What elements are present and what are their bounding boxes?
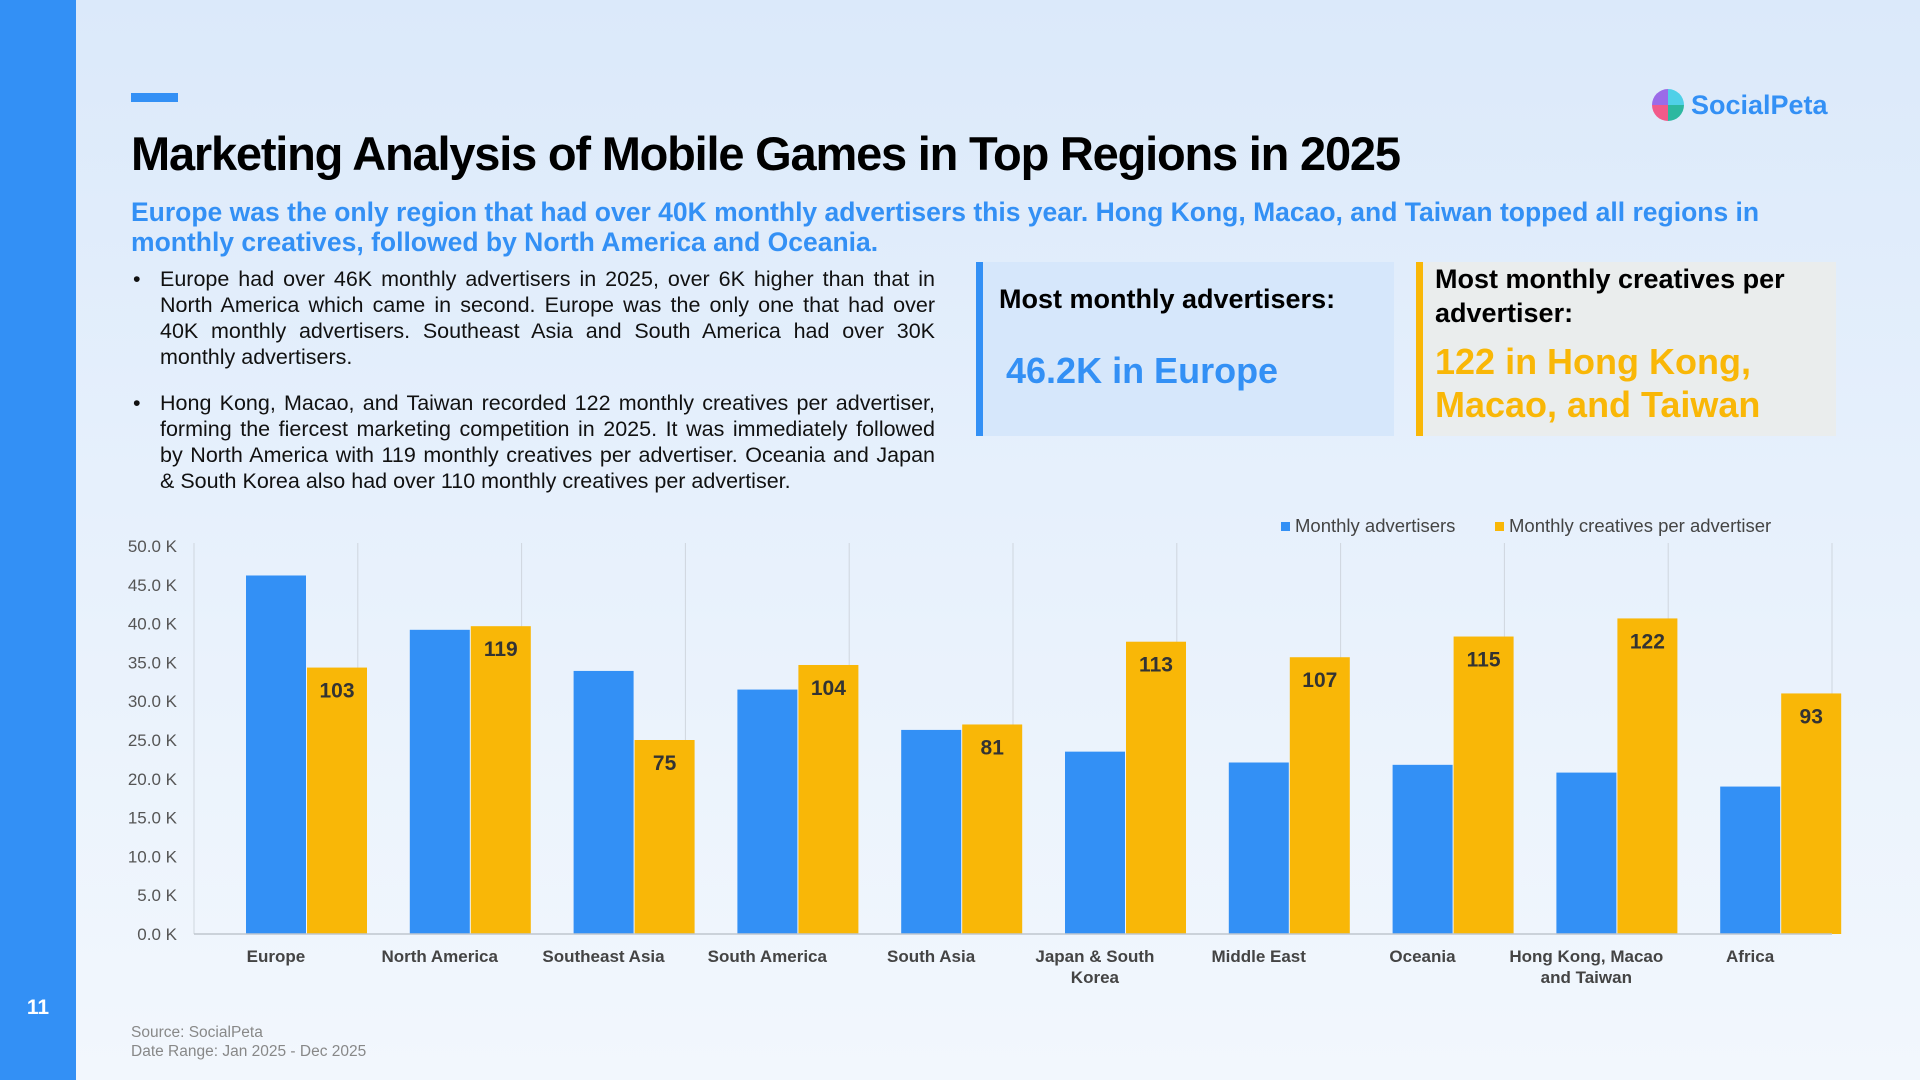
creatives-bar	[1126, 641, 1186, 934]
creatives-data-label: 115	[1467, 649, 1501, 672]
creatives-bar	[962, 724, 1023, 934]
advertisers-highlight-card: Most monthly advertisers: 46.2K in Europ…	[976, 262, 1394, 436]
x-category-label: North America	[381, 947, 498, 966]
y-tick-label: 45.0 K	[128, 576, 178, 595]
y-tick-label: 5.0 K	[137, 886, 177, 905]
advertisers-bar	[737, 689, 798, 934]
advertisers-bar	[246, 575, 306, 934]
advertisers-card-value: 46.2K in Europe	[1006, 350, 1279, 391]
y-tick-label: 25.0 K	[128, 731, 178, 750]
left-sidebar	[0, 0, 76, 1080]
y-tick-label: 30.0 K	[128, 692, 178, 711]
source-note: Source: SocialPeta Date Range: Jan 2025 …	[131, 1023, 366, 1061]
brand-logo: SocialPeta	[1651, 88, 1828, 122]
legend-swatch-creatives	[1495, 522, 1504, 531]
brand-name: SocialPeta	[1691, 89, 1828, 120]
title-accent-bar	[131, 93, 178, 102]
legend-swatch-advertisers	[1281, 522, 1290, 531]
creatives-data-label: 93	[1800, 705, 1823, 728]
x-category-label: Oceania	[1389, 947, 1456, 966]
y-tick-label: 0.0 K	[137, 925, 177, 944]
legend-label-advertisers: Monthly advertisers	[1295, 515, 1455, 536]
creatives-highlight-card: Most monthly creatives per advertiser: 1…	[1416, 262, 1836, 436]
advertisers-bar	[901, 729, 962, 934]
advertisers-bar	[1556, 772, 1617, 934]
creatives-card-value: 122 in Hong Kong, Macao, and Taiwan	[1435, 341, 1761, 425]
socialpeta-logo-icon	[1652, 89, 1684, 121]
x-category-label: Southeast Asia	[542, 947, 665, 966]
x-category-label: Middle East	[1211, 947, 1306, 966]
creatives-data-label: 103	[319, 680, 354, 703]
source-line: Source: SocialPeta	[131, 1024, 263, 1041]
x-category-label: and Taiwan	[1541, 968, 1632, 987]
bullet-item: Europe had over 46K monthly advertisers …	[131, 266, 935, 370]
creatives-bar	[634, 740, 695, 934]
advertisers-bar	[1392, 764, 1453, 934]
x-category-label: Korea	[1071, 968, 1120, 987]
creatives-bar	[1453, 636, 1514, 934]
creatives-bar	[1617, 618, 1678, 934]
y-tick-label: 10.0 K	[128, 847, 178, 866]
x-category-label: South Asia	[887, 947, 976, 966]
advertisers-bar	[409, 629, 470, 934]
bullet-list: Europe had over 46K monthly advertisers …	[131, 266, 935, 514]
creatives-data-label: 104	[811, 677, 846, 700]
advertisers-card-label: Most monthly advertisers:	[999, 284, 1336, 314]
y-tick-label: 40.0 K	[128, 615, 178, 634]
x-category-label: Africa	[1726, 947, 1775, 966]
advertisers-bar	[1228, 762, 1289, 934]
x-category-label: Europe	[247, 947, 306, 966]
creatives-data-label: 122	[1630, 630, 1665, 653]
legend-label-creatives: Monthly creatives per advertiser	[1509, 515, 1771, 536]
date-range-line: Date Range: Jan 2025 - Dec 2025	[131, 1043, 367, 1060]
x-category-label: Japan & South	[1035, 947, 1154, 966]
creatives-card-label: Most monthly creatives per advertiser:	[1435, 264, 1785, 328]
page-title: Marketing Analysis of Mobile Games in To…	[131, 127, 1401, 180]
creatives-data-label: 107	[1302, 669, 1337, 692]
region-bar-chart: 0.0 K 5.0 K 10.0 K 15.0 K 20.0 K 25.0 K 30.0 K…	[128, 515, 1842, 987]
creatives-bar	[798, 664, 859, 934]
creatives-bar	[470, 626, 531, 934]
bullet-item: Hong Kong, Macao, and Taiwan recorded 12…	[131, 390, 935, 494]
creatives-data-label: 119	[484, 638, 518, 661]
y-tick-label: 50.0 K	[128, 537, 178, 556]
page-subtitle: Europe was the only region that had over…	[131, 197, 1760, 257]
x-category-label: South America	[708, 947, 828, 966]
y-tick-label: 15.0 K	[128, 809, 178, 828]
creatives-bar	[1289, 657, 1350, 934]
y-tick-label: 20.0 K	[128, 770, 178, 789]
advertisers-bar	[573, 670, 634, 934]
advertisers-bar	[1065, 751, 1125, 934]
y-tick-label: 35.0 K	[128, 653, 178, 672]
creatives-bar	[307, 667, 367, 934]
x-category-label: Hong Kong, Macao	[1509, 947, 1663, 966]
creatives-data-label: 75	[653, 752, 677, 775]
page-number: 11	[26, 996, 50, 1019]
creatives-data-label: 113	[1139, 654, 1173, 677]
creatives-data-label: 81	[981, 736, 1005, 759]
creatives-bar	[1781, 693, 1842, 934]
advertisers-bar	[1720, 786, 1781, 934]
